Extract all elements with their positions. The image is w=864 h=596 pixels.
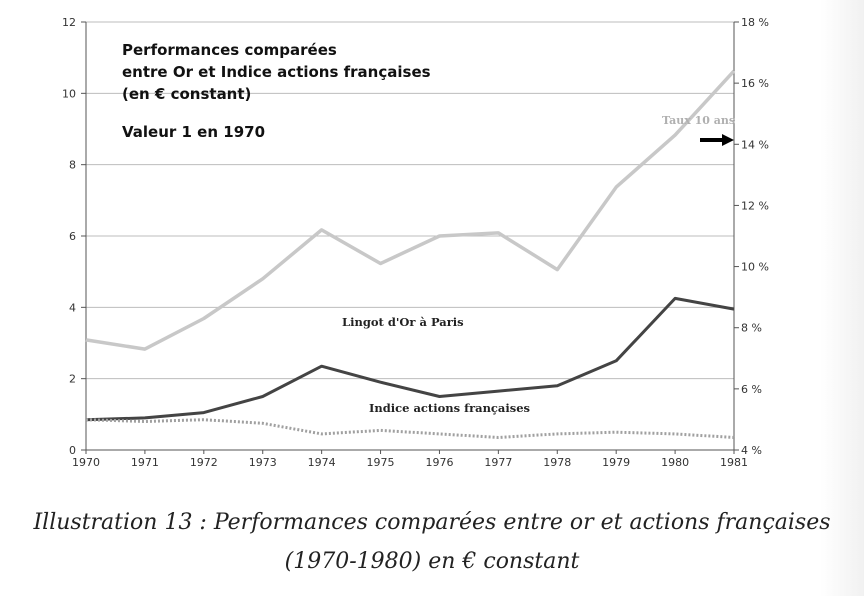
x-tick-label: 1974 [308,456,336,469]
arrow-icon [700,134,734,146]
y-right-tick-label: 16 % [741,77,769,90]
y-left-tick-label: 0 [69,444,76,457]
axes: 0 2 4 6 8 10 12 4 % 6 % 8 % 10 % 12 % 14 % 16 % 18 % 19… [62,16,769,469]
series-line-1 [85,296,735,422]
y-right-tick-label: 6 % [741,383,762,396]
y-right-tick-label: 4 % [741,444,762,457]
caption-line-1: Illustration 13 : Performances comparées… [33,510,831,535]
chart-text: Performances comparées entre Or et Indic… [122,41,735,415]
x-tick-label: 1981 [720,456,748,469]
series-line-2 [85,418,735,439]
x-tick-label: 1979 [602,456,630,469]
x-tick-label: 1976 [425,456,453,469]
x-tick-label: 1977 [484,456,512,469]
x-tick-label: 1970 [72,456,100,469]
x-tick-label: 1971 [131,456,159,469]
x-tick-label: 1978 [543,456,571,469]
y-right-tick-label: 12 % [741,199,769,212]
x-tick-label: 1973 [249,456,277,469]
chart-title-line-2: entre Or et Indice actions françaises [122,63,431,81]
caption-line-2: (1970-1980) en € constant [284,549,580,574]
series-line-0 [85,69,736,351]
chart-subtitle: Valeur 1 en 1970 [122,123,265,141]
chart-title-line-3: (en € constant) [122,85,251,103]
y-right-tick-label: 14 % [741,138,769,151]
y-right-tick-label: 18 % [741,16,769,29]
x-tick-label: 1972 [190,456,218,469]
legend-lingot-or: Lingot d'Or à Paris [342,315,464,329]
chart-title: Performances comparées [122,41,337,59]
y-right-tick-label: 10 % [741,261,769,274]
y-left-tick-label: 4 [69,301,76,314]
y-left-tick-label: 2 [69,373,76,386]
legend-indice-actions: Indice actions françaises [369,401,530,415]
y-left-tick-label: 10 [62,87,76,100]
x-tick-label: 1975 [367,456,395,469]
y-right-tick-label: 8 % [741,322,762,335]
side-shade [820,0,864,596]
legend-taux-10-ans: Taux 10 ans [662,114,735,127]
y-left-tick-label: 8 [69,159,76,172]
y-left-tick-label: 6 [69,230,76,243]
x-tick-label: 1980 [661,456,689,469]
y-left-tick-label: 12 [62,16,76,29]
chart: 0 2 4 6 8 10 12 4 % 6 % 8 % 10 % 12 % 14 % 16 % 18 % 19… [62,16,769,469]
series [85,69,736,439]
